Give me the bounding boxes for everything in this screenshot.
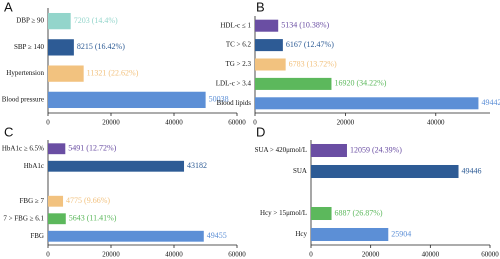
value-label: 8215 (16.42%) — [77, 42, 125, 51]
bar — [255, 19, 279, 32]
bar — [48, 230, 204, 242]
bar — [48, 39, 74, 56]
x-tick-label: 0 — [46, 251, 50, 259]
category-label: DBP ≥ 90 — [16, 17, 44, 25]
x-tick-label: 40000 — [427, 119, 445, 127]
value-label: 4775 (9.66%) — [66, 196, 110, 205]
value-label: 16920 (34.22%) — [334, 79, 386, 88]
x-tick-label: 0 — [253, 119, 257, 127]
x-tick-label: 60000 — [228, 119, 246, 127]
value-label: 6887 (26.87%) — [335, 208, 383, 217]
category-label: FBG ≥ 7 — [20, 197, 45, 205]
category-label: HbA1c — [24, 162, 44, 170]
panel-label: B — [256, 0, 265, 14]
category-label: LDL-c > 3.4 — [216, 80, 252, 88]
value-label: 5643 (11.41%) — [69, 214, 117, 223]
bar — [255, 77, 332, 90]
bar — [48, 195, 64, 207]
bar — [255, 97, 479, 110]
value-label: 11321 (22.62%) — [87, 68, 139, 77]
value-label: 49442 — [481, 98, 500, 107]
x-tick-label: 20000 — [102, 251, 120, 259]
category-label: 7 > FBG ≥ 6.1 — [3, 214, 44, 222]
bar — [48, 213, 66, 225]
x-tick-label: 40000 — [422, 251, 440, 259]
category-label: TC > 6.2 — [226, 41, 252, 49]
bar — [48, 91, 206, 109]
bar — [311, 143, 347, 158]
x-tick-label: 60000 — [228, 251, 246, 259]
category-label: Blood pressure — [2, 95, 44, 103]
x-tick-label: 0 — [309, 251, 313, 259]
panel-label: A — [4, 0, 13, 14]
category-label: Hypertension — [6, 69, 44, 77]
bar — [48, 12, 71, 30]
bar — [48, 143, 66, 155]
category-label: FBG — [30, 232, 44, 240]
category-label: Hcy > 15μmol/L — [260, 209, 307, 217]
category-label: TG > 2.3 — [225, 60, 251, 68]
panel-label: D — [256, 124, 265, 139]
category-label: HbA1c ≥ 6.5% — [2, 144, 44, 152]
category-label: HDL-c ≤ 1 — [220, 21, 251, 29]
value-label: 6783 (13.72%) — [289, 59, 337, 68]
value-label: 5134 (10.38%) — [281, 21, 329, 30]
x-tick-label: 20000 — [102, 119, 120, 127]
value-label: 5491 (12.72%) — [68, 144, 116, 153]
value-label: 6167 (12.47%) — [286, 40, 334, 49]
value-label: 7203 (14.4%) — [74, 16, 118, 25]
category-label: SUA > 420μmol/L — [255, 146, 307, 154]
x-tick-label: 40000 — [165, 251, 183, 259]
bar — [311, 206, 332, 221]
category-label: SBP ≥ 140 — [14, 43, 45, 51]
value-label: 50038 — [209, 95, 229, 104]
x-tick-label: 20000 — [337, 119, 355, 127]
category-label: Blood lipids — [217, 99, 252, 107]
value-label: 12059 (24.39%) — [350, 145, 402, 154]
value-label: 25904 — [391, 229, 411, 238]
x-tick-label: 0 — [46, 119, 50, 127]
x-tick-label: 20000 — [362, 251, 380, 259]
bar — [311, 227, 389, 242]
value-label: 43182 — [187, 161, 207, 170]
bar — [255, 39, 283, 52]
value-label: 49446 — [462, 166, 482, 175]
category-label: Hcy — [295, 230, 307, 238]
bar — [48, 65, 84, 82]
value-label: 49455 — [207, 231, 227, 240]
category-label: SUA — [293, 167, 307, 175]
bar — [311, 164, 459, 179]
x-tick-label: 40000 — [165, 119, 183, 127]
bar — [48, 160, 185, 172]
panel-label: C — [4, 124, 13, 139]
x-tick-label: 60000 — [481, 251, 499, 259]
bar — [255, 58, 286, 71]
